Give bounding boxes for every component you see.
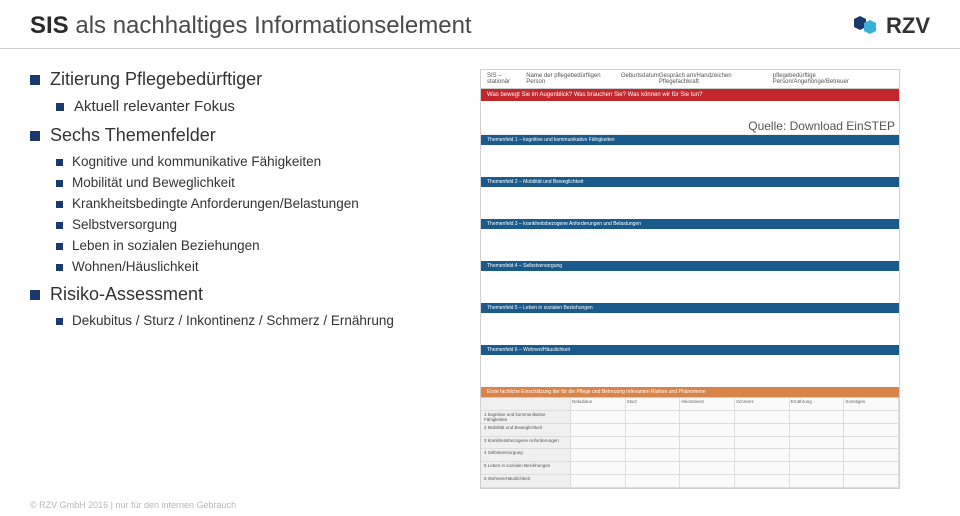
title-rest: als nachhaltiges Informationselement [69, 12, 472, 39]
mcol-2: Inkontinenz [680, 398, 735, 410]
form-blue-6: Themenfeld 6 – Wohnen/Häuslichkeit [481, 345, 899, 355]
item-themenfelder-label: Sechs Themenfelder [50, 125, 216, 145]
sub-themenfelder: Kognitive und kommunikative Fähigkeiten … [56, 154, 460, 274]
form-ws-3 [481, 229, 899, 261]
form-header-title: SIS – stationär [487, 73, 526, 85]
form-header-row: SIS – stationär Name der pflegebedürftig… [481, 70, 899, 89]
risiko-sub: Dekubitus / Sturz / Inkontinenz / Schmer… [56, 313, 460, 328]
tf-4: Selbstversorgung [56, 217, 460, 232]
form-ws-2 [481, 187, 899, 219]
slide-header: SIS als nachhaltiges Informationselement… [0, 0, 960, 49]
source-caption: Quelle: Download EinSTEP [748, 119, 895, 133]
sub-fokus: Aktuell relevanter Fokus [56, 98, 460, 115]
matrix-row-1: 1 kognitive und kommunikative Fähigkeite… [481, 411, 899, 424]
tf-2: Mobilität und Beweglichkeit [56, 175, 460, 190]
item-risiko: Risiko-Assessment Dekubitus / Sturz / In… [30, 284, 460, 328]
mrow-6: 6 Wohnen/Häuslichkeit [481, 475, 571, 487]
mrow-3: 3 krankheitsbezogene Anforderungen [481, 437, 571, 449]
sub-risiko: Dekubitus / Sturz / Inkontinenz / Schmer… [56, 313, 460, 328]
form-blue-3: Themenfeld 3 – krankheitsbezogene Anford… [481, 219, 899, 229]
matrix-row-5: 5 Leben in sozialen Beziehungen [481, 462, 899, 475]
logo-cubes-icon [848, 15, 882, 37]
title-bold: SIS [30, 12, 69, 39]
mrow-4: 4 Selbstversorgung [481, 449, 571, 461]
form-header-col2: Gespräch am/Handzeichen Pflegefachkraft [659, 73, 773, 85]
mrow-2: 2 Mobilität und Beweglichkeit [481, 424, 571, 436]
matrix-row-2: 2 Mobilität und Beweglichkeit [481, 424, 899, 437]
right-column: Quelle: Download EinSTEP SIS – stationär… [480, 69, 930, 489]
tf-1: Kognitive und kommunikative Fähigkeiten [56, 154, 460, 169]
form-orange-bar: Erste fachliche Einschätzung der für die… [481, 387, 899, 397]
matrix-header: Dekubitus Sturz Inkontinenz Schmerz Ernä… [481, 398, 899, 411]
mcol-3: Schmerz [735, 398, 790, 410]
logo-text: RZV [886, 13, 930, 39]
form-ws-1 [481, 145, 899, 177]
form-matrix: Dekubitus Sturz Inkontinenz Schmerz Ernä… [481, 397, 899, 488]
mcol-4: Ernährung [790, 398, 845, 410]
mcol-0: Dekubitus [571, 398, 626, 410]
item-zitierung: Zitierung Pflegebedürftiger Aktuell rele… [30, 69, 460, 115]
form-red-bar: Was bewegt Sie im Augenblick? Was brauch… [481, 89, 899, 101]
slide-title: SIS als nachhaltiges Informationselement [30, 12, 472, 40]
form-ws-4 [481, 271, 899, 303]
form-blue-1: Themenfeld 1 – kognitive und kommunikati… [481, 135, 899, 145]
matrix-row-4: 4 Selbstversorgung [481, 449, 899, 462]
mcol-1: Sturz [626, 398, 681, 410]
main-list: Zitierung Pflegebedürftiger Aktuell rele… [30, 69, 460, 328]
form-header-col0: Name der pflegebedürftigen Person [526, 73, 621, 85]
sub-zitierung: Aktuell relevanter Fokus [56, 98, 460, 115]
content-area: Zitierung Pflegebedürftiger Aktuell rele… [0, 49, 960, 489]
left-column: Zitierung Pflegebedürftiger Aktuell rele… [30, 69, 460, 489]
mrow-1: 1 kognitive und kommunikative Fähigkeite… [481, 411, 571, 423]
form-header-col1: Geburtsdatum [621, 73, 659, 85]
item-themenfelder: Sechs Themenfelder Kognitive und kommuni… [30, 125, 460, 274]
mcol-5: Sonstiges [844, 398, 899, 410]
form-ws-6 [481, 355, 899, 387]
form-header-col3: pflegebedürftige Person/Angehörige/Betre… [773, 73, 893, 85]
form-blue-2: Themenfeld 2 – Mobilität und Beweglichke… [481, 177, 899, 187]
matrix-header-empty [481, 398, 571, 410]
tf-6: Wohnen/Häuslichkeit [56, 259, 460, 274]
form-blue-5: Themenfeld 5 – Leben in sozialen Beziehu… [481, 303, 899, 313]
matrix-row-6: 6 Wohnen/Häuslichkeit [481, 475, 899, 488]
matrix-row-3: 3 krankheitsbezogene Anforderungen [481, 437, 899, 450]
form-ws-5 [481, 313, 899, 345]
tf-3: Krankheitsbedingte Anforderungen/Belastu… [56, 196, 460, 211]
form-blue-4: Themenfeld 4 – Selbstversorgung [481, 261, 899, 271]
logo: RZV [848, 13, 930, 39]
tf-5: Leben in sozialen Beziehungen [56, 238, 460, 253]
mrow-5: 5 Leben in sozialen Beziehungen [481, 462, 571, 474]
item-zitierung-label: Zitierung Pflegebedürftiger [50, 69, 262, 89]
footer-copyright: © RZV GmbH 2016 | nur für den internen G… [30, 500, 236, 510]
item-risiko-label: Risiko-Assessment [50, 284, 203, 304]
